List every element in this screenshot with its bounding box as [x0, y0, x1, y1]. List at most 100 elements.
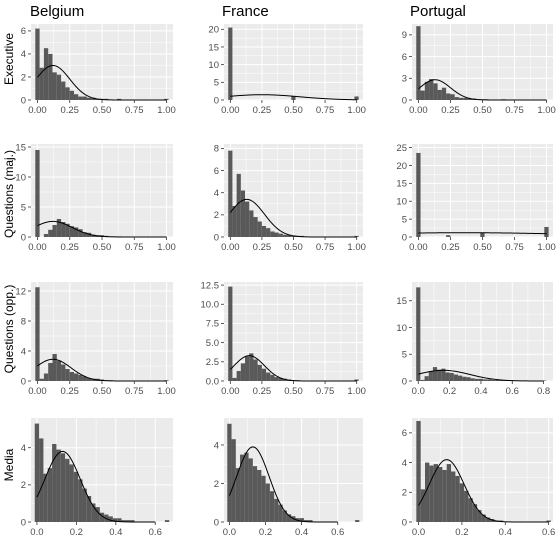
histogram-bar — [35, 150, 40, 237]
y-tick-label: 0.0 — [206, 376, 219, 387]
histogram-bar — [416, 287, 421, 381]
histogram-bar — [261, 368, 267, 381]
histogram-bar — [252, 466, 258, 522]
histogram-bar — [253, 217, 258, 237]
y-tick-label: 20 — [396, 161, 407, 172]
x-tick-label: 0.25 — [253, 242, 272, 253]
histogram-bar — [354, 379, 359, 381]
x-tick-label: 0.00 — [409, 105, 428, 116]
histogram-bar — [35, 28, 40, 100]
y-axis-ticks: 0 4 8 12 — [15, 286, 31, 387]
histogram-bar — [274, 498, 279, 522]
histogram-bar — [287, 234, 292, 237]
histogram-bar — [546, 520, 551, 522]
histogram-bar — [52, 72, 57, 100]
column-title-france: France — [222, 3, 269, 20]
histogram-bar — [455, 475, 460, 522]
density-curve — [418, 459, 549, 523]
x-tick-label: 1.00 — [157, 242, 176, 253]
row-title-media: Media — [2, 448, 16, 481]
histogram-bar — [48, 363, 53, 381]
histogram-bar — [429, 79, 434, 100]
histogram-bar — [487, 379, 492, 381]
y-tick-label: 6 — [214, 166, 219, 177]
x-axis-ticks: 0.00 0.25 0.50 0.75 1.00 — [221, 237, 366, 253]
x-tick-label: 0.75 — [316, 105, 335, 116]
y-tick-label: 0 — [214, 95, 219, 106]
histogram-bar — [451, 471, 456, 522]
y-tick-label: 6 — [21, 26, 26, 37]
y-tick-label: 0 — [21, 232, 26, 243]
y-axis-ticks: 0 5 10 15 20 25 — [396, 143, 412, 243]
y-tick-label: 2 — [21, 480, 26, 491]
histogram-bars — [416, 152, 549, 237]
y-tick-label: 10 — [396, 323, 407, 334]
histogram-bar — [65, 87, 70, 100]
major-gridlines — [224, 144, 363, 238]
density-curve — [418, 369, 544, 382]
histogram-bar — [458, 97, 464, 100]
histogram-bar — [441, 87, 447, 100]
histogram-bar — [86, 232, 92, 237]
x-tick-label: 0.0 — [223, 527, 236, 538]
panel-belgium-media: 0.0 0.2 0.4 0.6 0 2 4 — [21, 418, 173, 538]
y-tick-label: 5 — [402, 350, 407, 361]
x-tick-label: 0.6 — [149, 527, 162, 538]
histogram-bar — [478, 378, 484, 381]
histogram-bar — [462, 376, 467, 381]
x-tick-label: 0.2 — [259, 527, 272, 538]
y-tick-label: 0 — [214, 232, 219, 243]
histogram-bar — [286, 514, 292, 522]
y-axis-ticks: 0.0 2.5 5.0 7.5 10.0 12.5 — [201, 280, 224, 387]
histogram-bar — [424, 81, 430, 100]
y-tick-label: 4 — [21, 49, 26, 60]
histogram-bar — [441, 368, 446, 381]
y-axis-ticks: 0 5 10 15 20 — [208, 25, 224, 106]
x-axis-ticks: 0.00 0.25 0.50 0.75 1.00 — [28, 381, 176, 397]
histogram-bar — [437, 89, 442, 100]
histogram-bar — [86, 378, 92, 381]
x-axis-ticks: 0.00 0.25 0.50 0.75 1.00 — [221, 381, 366, 397]
histogram-bar — [65, 458, 70, 522]
minor-gridlines — [412, 418, 553, 522]
histogram-bar — [428, 371, 433, 381]
x-tick-label: 0.50 — [93, 105, 112, 116]
x-tick-label: 0.00 — [28, 242, 47, 253]
y-tick-label: 6 — [402, 428, 407, 439]
x-tick-label: 0.75 — [125, 242, 144, 253]
histogram-bar — [274, 377, 279, 381]
histogram-bar — [424, 376, 429, 381]
histogram-bar — [474, 378, 479, 381]
x-tick-label: 0.6 — [331, 527, 344, 538]
x-tick-label: 0.25 — [441, 242, 460, 253]
x-tick-label: 0.2 — [455, 527, 468, 538]
histogram-bar — [91, 378, 96, 381]
x-tick-label: 0.50 — [473, 105, 492, 116]
histogram-bar — [227, 423, 232, 522]
x-tick-label: 0.0 — [30, 527, 43, 538]
x-axis-ticks: 0.00 0.25 0.50 0.75 1.00 — [28, 100, 176, 116]
x-tick-label: 0.75 — [316, 242, 335, 253]
density-curve — [36, 450, 156, 523]
histogram-bar — [117, 518, 122, 522]
x-tick-label: 0.00 — [221, 105, 240, 116]
histogram-bar — [420, 379, 425, 381]
x-tick-label: 0.2 — [70, 527, 83, 538]
histogram-bars — [34, 423, 170, 522]
density-curve — [228, 446, 338, 523]
histogram-bar — [61, 222, 66, 237]
histogram-bar — [265, 483, 270, 522]
histogram-bar — [278, 504, 283, 522]
histogram-bars — [228, 27, 359, 101]
x-tick-label: 0.25 — [253, 386, 272, 397]
y-tick-label: 0 — [402, 95, 407, 106]
x-tick-label: 0.50 — [473, 242, 492, 253]
panel-background — [412, 282, 553, 381]
x-tick-label: 1.00 — [157, 386, 176, 397]
panel-france-questions-maj: 0.00 0.25 0.50 0.75 1.00 0 2 4 6 8 — [214, 144, 366, 253]
y-tick-label: 4 — [214, 188, 219, 199]
y-axis-ticks: 0 2 4 — [214, 440, 224, 528]
y-axis-ticks: 0 2 4 6 — [21, 26, 31, 106]
x-tick-label: 0.75 — [505, 105, 524, 116]
histogram-bar — [69, 372, 74, 381]
